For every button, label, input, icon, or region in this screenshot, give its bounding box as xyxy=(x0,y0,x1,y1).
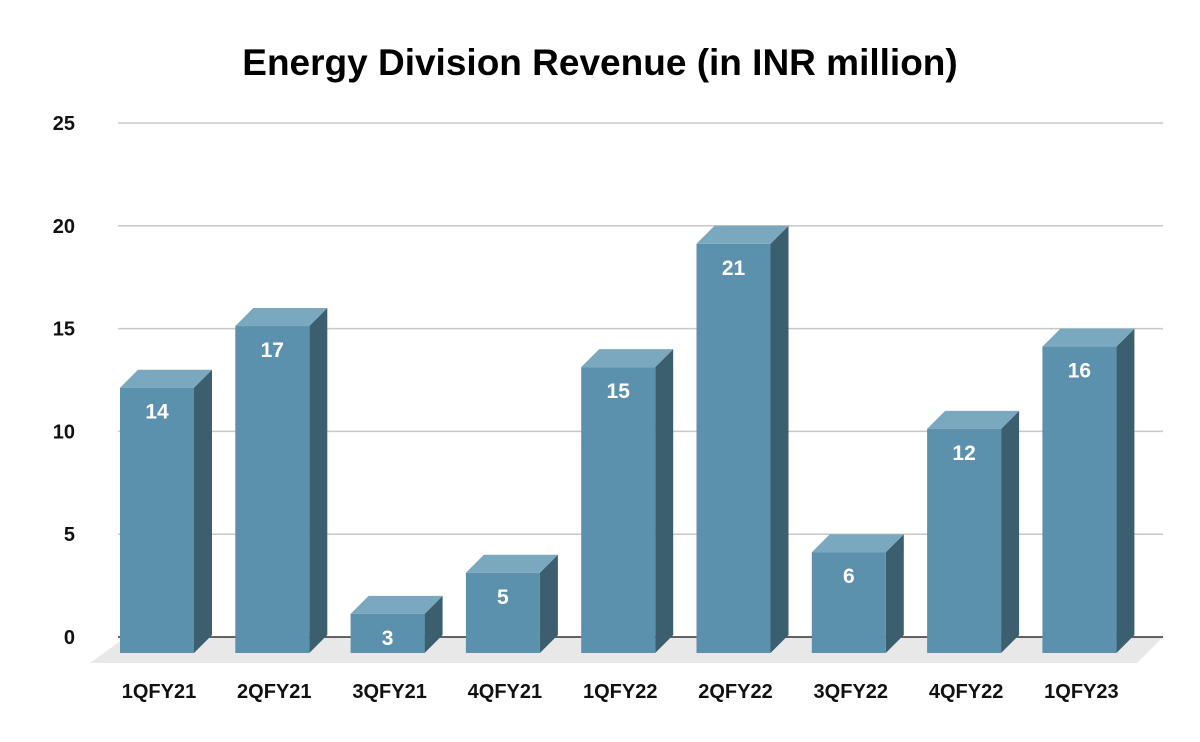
bar-side xyxy=(770,225,789,654)
bar xyxy=(235,326,310,653)
bar-top xyxy=(235,308,328,327)
data-label: 16 xyxy=(1068,360,1091,383)
chart-title: Energy Division Revenue (in INR million) xyxy=(242,42,957,83)
bar-3QFY22: 6 xyxy=(811,534,904,653)
bar xyxy=(350,613,425,653)
bar-2QFY21: 17 xyxy=(235,308,328,653)
bar-1QFY23: 16 xyxy=(1042,328,1135,653)
bar xyxy=(927,428,1002,653)
bar-side xyxy=(539,554,558,653)
data-label: 6 xyxy=(843,565,855,588)
data-label: 3 xyxy=(382,627,394,650)
bar-4QFY21: 5 xyxy=(465,554,558,653)
bar-1QFY21: 14 xyxy=(120,369,212,653)
x-tick-label: 4QFY21 xyxy=(468,681,542,703)
bar-top xyxy=(120,369,212,388)
bar-4QFY22: 12 xyxy=(927,410,1020,653)
x-tick-label: 3QFY22 xyxy=(814,681,888,703)
x-axis: 1QFY21 2QFY21 3QFY21 4QFY21 1QFY22 2QFY22 3QFY… xyxy=(122,681,1119,703)
bars: 14 17 3 5 15 21 6 12 16 xyxy=(120,225,1135,654)
bar xyxy=(465,572,540,653)
y-tick-label: 20 xyxy=(53,216,75,238)
bar-side xyxy=(885,534,904,653)
x-tick-label: 4QFY22 xyxy=(929,681,1003,703)
x-tick-label: 2QFY22 xyxy=(698,681,772,703)
x-tick-label: 1QFY23 xyxy=(1044,681,1118,703)
data-label: 15 xyxy=(607,380,631,403)
y-axis: 0 5 10 15 20 25 xyxy=(53,113,75,649)
x-tick-label: 3QFY21 xyxy=(352,681,426,703)
data-label: 12 xyxy=(952,442,975,465)
x-tick-label: 1QFY21 xyxy=(122,681,196,703)
bar-top xyxy=(465,554,558,573)
bar-3QFY21: 3 xyxy=(350,595,443,653)
bar-top xyxy=(696,225,789,244)
bar-side xyxy=(1116,328,1135,653)
y-tick-label: 10 xyxy=(53,421,75,443)
bar-side xyxy=(424,595,443,653)
bar-top xyxy=(811,534,904,553)
data-label: 17 xyxy=(261,339,284,362)
bar xyxy=(581,367,656,653)
bar-top xyxy=(927,410,1020,429)
bar-1QFY22: 15 xyxy=(581,349,674,653)
y-tick-label: 15 xyxy=(53,319,75,341)
bar xyxy=(811,552,886,653)
bar xyxy=(120,387,194,653)
y-tick-label: 25 xyxy=(53,113,75,135)
bar-top xyxy=(581,349,674,368)
bar-2QFY22: 21 xyxy=(696,225,789,654)
bar-side xyxy=(309,308,328,653)
data-label: 5 xyxy=(497,586,509,609)
y-tick-label: 0 xyxy=(64,627,75,649)
data-label: 21 xyxy=(722,257,746,280)
bar-top xyxy=(350,595,443,614)
x-tick-label: 2QFY21 xyxy=(237,681,311,703)
bar-top xyxy=(1042,328,1135,347)
y-tick-label: 5 xyxy=(64,524,75,546)
bar xyxy=(696,243,771,654)
bar xyxy=(1042,346,1117,653)
bar-side xyxy=(655,349,674,653)
bar-side xyxy=(1001,410,1020,653)
data-label: 14 xyxy=(145,401,169,424)
x-tick-label: 1QFY22 xyxy=(583,681,657,703)
bar-side xyxy=(194,369,212,653)
